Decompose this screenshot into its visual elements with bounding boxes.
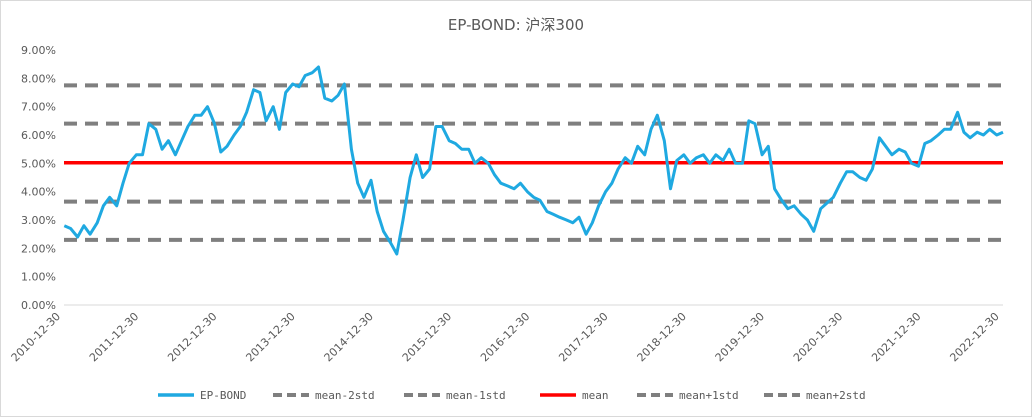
y-tick-label: 0.00% — [21, 299, 56, 312]
y-tick-label: 6.00% — [21, 129, 56, 142]
y-tick-label: 5.00% — [21, 157, 56, 170]
x-tick-label: 2018-12-30 — [635, 310, 689, 364]
legend-label-mean-1std: mean-1std — [446, 389, 506, 402]
y-tick-label: 7.00% — [21, 101, 56, 114]
x-tick-label: 2019-12-30 — [713, 310, 767, 364]
x-tick-label: 2022-12-30 — [947, 310, 1001, 364]
x-tick-label: 2020-12-30 — [791, 310, 845, 364]
legend-label-mean+1std: mean+1std — [679, 389, 739, 402]
x-tick-label: 2013-12-30 — [243, 310, 297, 364]
x-tick-label: 2012-12-30 — [165, 310, 219, 364]
legend-label-mean+2std: mean+2std — [806, 389, 866, 402]
chart-title: EP-BOND: 沪深300 — [447, 16, 585, 34]
x-tick-label: 2010-12-30 — [9, 310, 63, 364]
x-tick-label: 2017-12-30 — [556, 310, 610, 364]
x-tick-label: 2015-12-30 — [400, 310, 454, 364]
x-tick-label: 2014-12-30 — [322, 310, 376, 364]
y-tick-label: 1.00% — [21, 271, 56, 284]
y-tick-label: 9.00% — [21, 44, 56, 57]
legend-label-EP-BOND: EP-BOND — [200, 389, 246, 402]
y-tick-label: 4.00% — [21, 186, 56, 199]
x-tick-label: 2011-12-30 — [87, 310, 141, 364]
legend-label-mean: mean — [582, 389, 609, 402]
y-tick-label: 3.00% — [21, 214, 56, 227]
x-tick-label: 2016-12-30 — [478, 310, 532, 364]
series-line-EP-BOND — [63, 65, 1004, 256]
y-tick-label: 8.00% — [21, 72, 56, 85]
legend-label-mean-2std: mean-2std — [315, 389, 375, 402]
y-tick-label: 2.00% — [21, 242, 56, 255]
x-tick-label: 2021-12-30 — [869, 310, 923, 364]
